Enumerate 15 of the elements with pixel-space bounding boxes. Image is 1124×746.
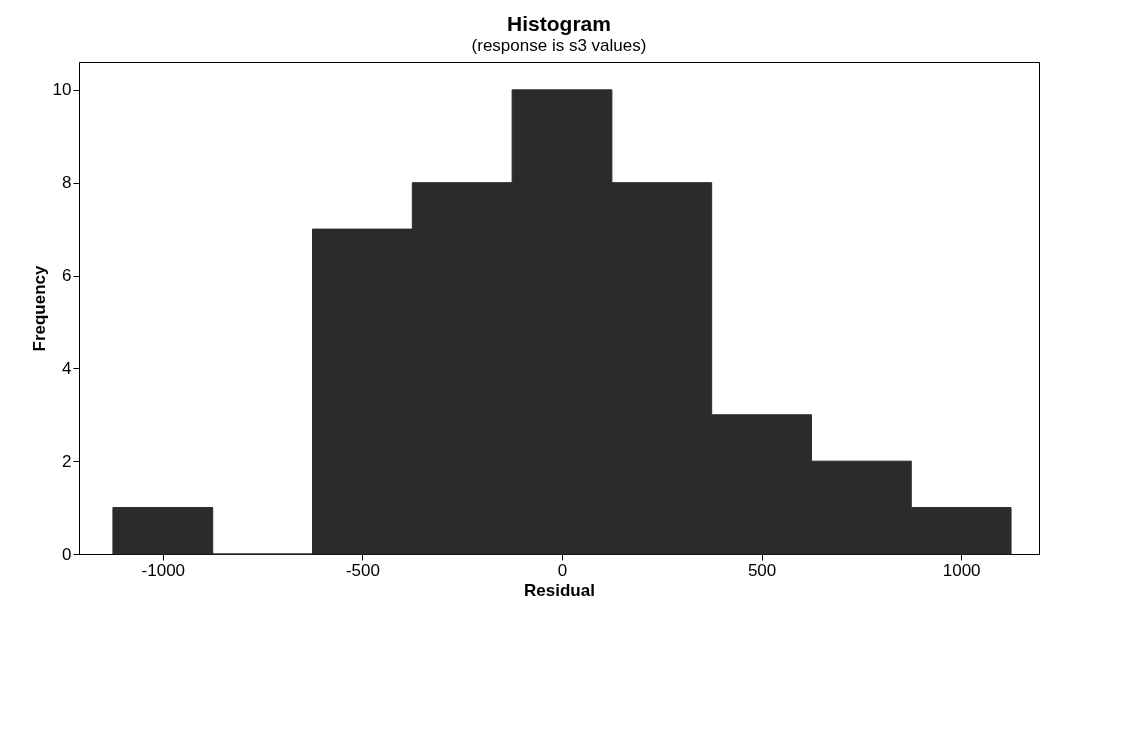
chart-subtitle: (response is s3 values) xyxy=(471,36,647,55)
y-tick-label: 10 xyxy=(52,80,72,100)
y-tick-label: 4 xyxy=(62,358,72,378)
x-tick-label: 0 xyxy=(557,560,568,580)
x-tick-label: -500 xyxy=(345,560,380,580)
x-tick-label: 500 xyxy=(747,560,777,580)
chart-title: Histogram xyxy=(507,12,611,35)
y-axis-title: Frequency xyxy=(29,264,49,352)
y-tick-label: 8 xyxy=(62,173,72,193)
y-tick-label: 0 xyxy=(62,544,72,564)
y-tick-label: 6 xyxy=(62,266,72,286)
y-tick-label: 2 xyxy=(62,451,72,471)
x-tick-label: 1000 xyxy=(942,560,981,580)
x-tick-label: -1000 xyxy=(141,560,186,580)
x-axis-title: Residual xyxy=(524,580,595,600)
